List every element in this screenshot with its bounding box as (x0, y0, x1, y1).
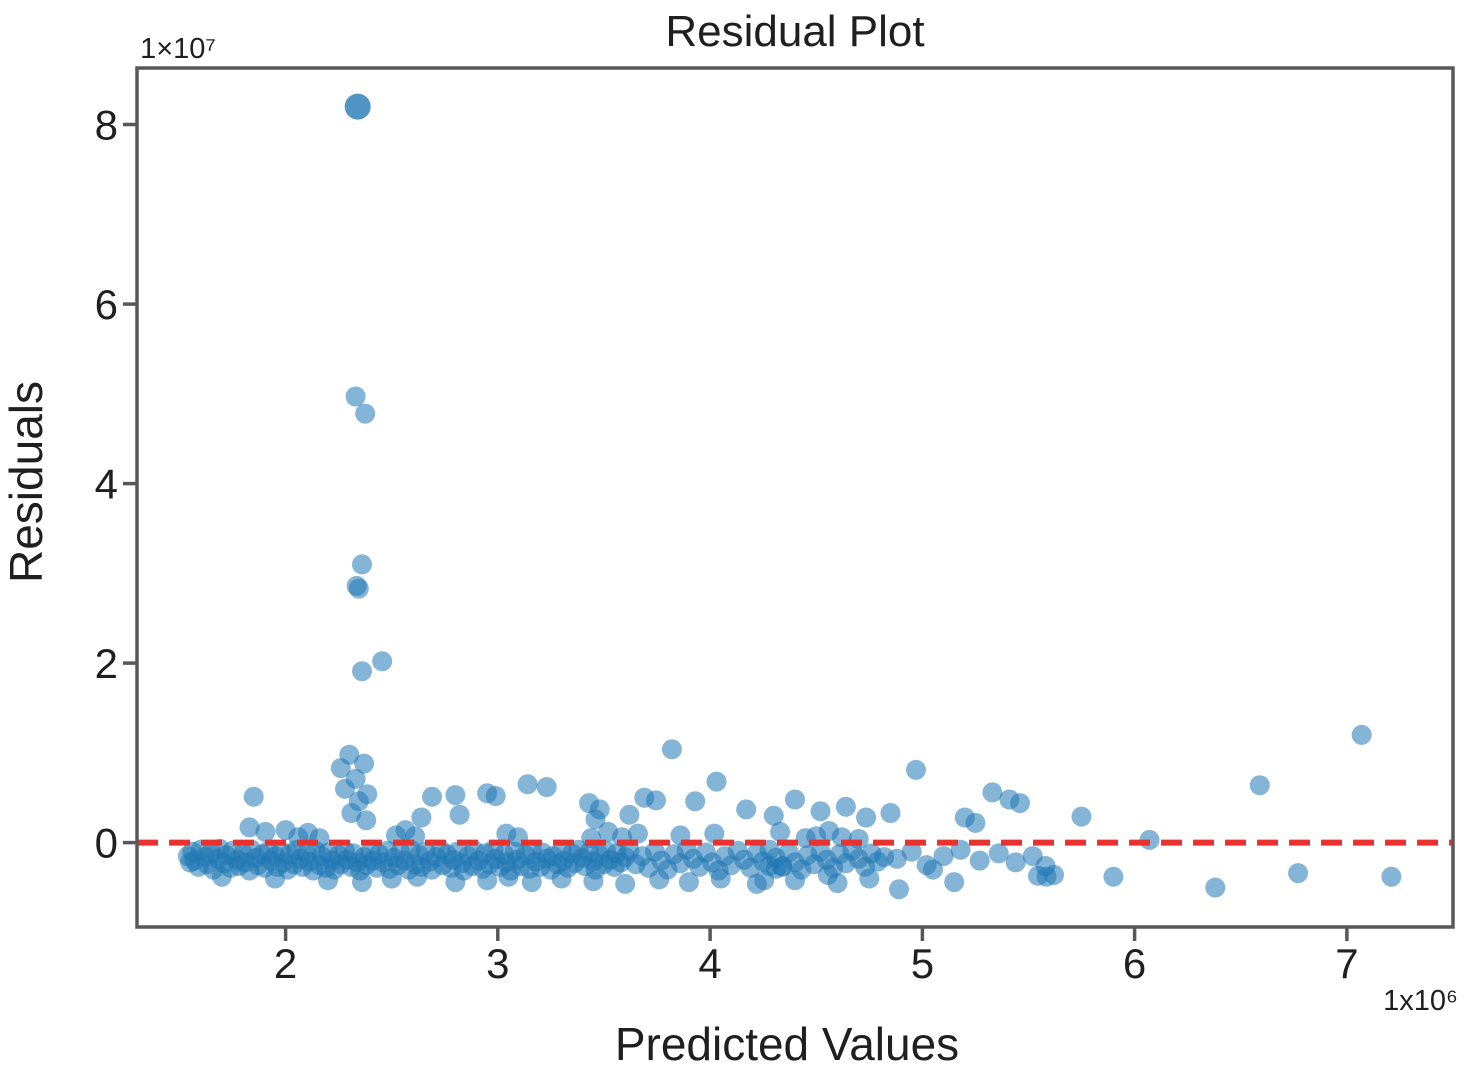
chart-title: Residual Plot (665, 7, 924, 56)
scatter-point (239, 817, 260, 838)
scatter-point (770, 821, 791, 842)
scatter-point (1351, 724, 1372, 745)
scatter-point (944, 872, 965, 893)
scatter-point (1010, 793, 1030, 814)
scatter-point (536, 777, 557, 797)
scatter-point (352, 661, 372, 682)
scatter-point (345, 386, 366, 407)
scatter-point (341, 803, 362, 823)
scatter-point (969, 850, 990, 871)
scatter-point (965, 812, 986, 833)
scatter-point (886, 848, 907, 869)
plot-border (135, 66, 1455, 929)
scatter-point (1381, 866, 1402, 887)
x-tick-label: 5 (911, 940, 934, 987)
scatter-point (1071, 806, 1092, 827)
axis-ticks-group: 2 3 4 5 6 7 0 2 4 6 8 (95, 102, 1359, 988)
scatter-points-group (177, 93, 1402, 900)
y-tick-label: 4 (95, 461, 118, 508)
scatter-point (889, 879, 909, 900)
scatter-point (706, 771, 727, 792)
scatter-point (615, 873, 636, 894)
x-tick-label: 2 (274, 940, 297, 987)
scatter-point (485, 786, 506, 806)
scatter-point (335, 778, 355, 799)
scatter-point (810, 801, 831, 822)
scatter-point (916, 855, 937, 876)
scatter-point (589, 799, 610, 820)
y-axis-title: Residuals (0, 381, 52, 583)
scatter-point (354, 753, 375, 774)
x-tick-label: 4 (698, 940, 721, 987)
scatter-point (1249, 775, 1270, 796)
scatter-point (763, 805, 784, 826)
scatter-point (372, 651, 393, 672)
scatter-point (785, 789, 805, 810)
x-axis-title: Predicted Values (615, 1018, 959, 1070)
scatter-point (685, 791, 706, 812)
scatter-point (355, 403, 376, 424)
scatter-point (906, 759, 926, 780)
scatter-point (827, 873, 848, 893)
y-tick-label: 0 (95, 820, 118, 867)
y-tick-label: 6 (95, 281, 118, 328)
scatter-point (517, 774, 538, 795)
scatter-point (411, 807, 432, 828)
scatter-point (255, 821, 276, 842)
x-axis-scale-note: 1x10⁶ (1383, 985, 1458, 1017)
scatter-point (1288, 863, 1309, 884)
scatter-point (933, 846, 954, 867)
scatter-point (901, 841, 922, 862)
scatter-point (330, 758, 351, 779)
scatter-point (627, 823, 648, 844)
x-tick-label: 6 (1123, 940, 1146, 987)
scatter-point (678, 872, 699, 893)
scatter-point (1205, 877, 1226, 898)
y-tick-label: 2 (95, 640, 118, 687)
scatter-point (243, 786, 264, 807)
y-tick-label: 8 (95, 102, 118, 149)
scatter-point (619, 804, 640, 825)
scatter-point (356, 810, 377, 831)
scatter-point (1103, 866, 1124, 887)
scatter-point (661, 739, 682, 760)
scatter-point (449, 804, 470, 825)
scatter-point (736, 799, 757, 820)
scatter-point (704, 823, 725, 844)
scatter-point (835, 796, 856, 817)
scatter-point (880, 803, 901, 823)
x-tick-label: 7 (1335, 940, 1358, 987)
scatter-point (1005, 852, 1026, 873)
scatter-point (445, 785, 466, 806)
scatter-point (348, 578, 369, 599)
y-axis-scale-note: 1×10⁷ (140, 33, 216, 65)
scatter-point (1035, 856, 1056, 876)
scatter-point (422, 786, 442, 807)
scatter-point (856, 807, 877, 828)
scatter-point (988, 843, 1009, 864)
scatter-point (646, 790, 666, 811)
scatter-point (982, 782, 1003, 803)
x-tick-label: 3 (486, 940, 509, 987)
scatter-point (344, 93, 371, 120)
scatter-point (352, 554, 372, 575)
